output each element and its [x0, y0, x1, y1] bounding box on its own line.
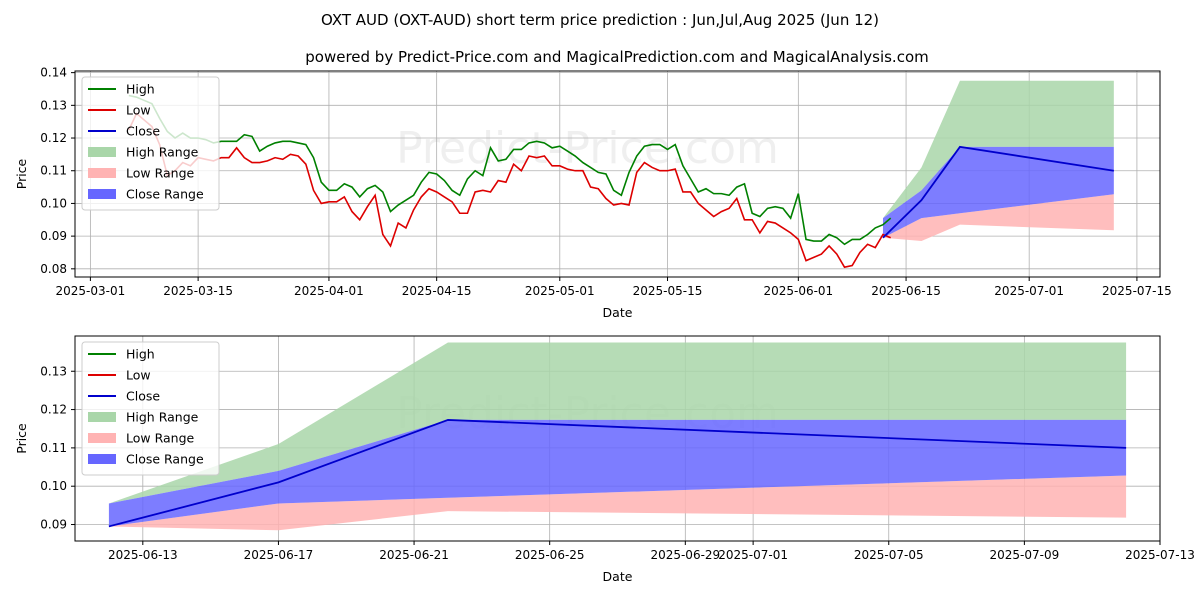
x-tick-label: 2025-06-13	[108, 548, 178, 562]
legend-swatch	[88, 147, 116, 157]
x-tick-label: 2025-06-01	[763, 284, 833, 298]
legend-label: High Range	[126, 145, 199, 160]
legend-label: Low	[126, 368, 151, 383]
x-tick-label: 2025-07-13	[1125, 548, 1195, 562]
legend-swatch	[88, 433, 116, 443]
low-price-line	[128, 112, 891, 269]
y-tick-label: 0.11	[40, 164, 67, 178]
low-range-band	[108, 475, 1127, 531]
y-tick-label: 0.14	[40, 66, 67, 80]
legend-swatch	[88, 412, 116, 422]
x-tick-label: 2025-07-09	[990, 548, 1060, 562]
legend-label: Close Range	[126, 452, 204, 467]
x-axis-label: Date	[603, 305, 633, 320]
legend-box	[81, 76, 220, 211]
plot-frame	[74, 70, 1161, 278]
x-tick-label: 2025-05-15	[633, 284, 703, 298]
legend-box	[81, 341, 220, 476]
legend-label: Close Range	[126, 187, 204, 202]
x-tick-label: 2025-07-01	[718, 548, 788, 562]
x-tick-label: 2025-03-01	[56, 284, 126, 298]
x-tick-label: 2025-06-17	[244, 548, 314, 562]
y-axis-label: Price	[14, 158, 29, 189]
panel-forecast: Predict-Price.com0.090.100.110.120.13202…	[14, 335, 1195, 584]
legend-label: Close	[126, 124, 160, 139]
x-tick-label: 2025-04-15	[402, 284, 472, 298]
high-price-line	[128, 94, 892, 246]
close-forecast-line	[108, 419, 1127, 528]
legend-label: High	[126, 82, 155, 97]
panel-history: Predict-Price.com0.080.090.100.110.120.1…	[14, 66, 1172, 320]
y-tick-label: 0.08	[40, 262, 67, 276]
plot-frame	[74, 335, 1161, 542]
x-tick-label: 2025-07-05	[854, 548, 924, 562]
y-tick-label: 0.11	[40, 441, 67, 455]
y-tick-label: 0.12	[40, 403, 67, 417]
legend-swatch	[88, 168, 116, 178]
x-tick-label: 2025-07-01	[994, 284, 1064, 298]
chart-title: OXT AUD (OXT-AUD) short term price predi…	[321, 11, 879, 29]
x-tick-label: 2025-04-01	[294, 284, 364, 298]
y-tick-label: 0.09	[40, 518, 67, 532]
legend-label: Low	[126, 103, 151, 118]
y-tick-label: 0.13	[40, 364, 67, 378]
legend-label: Low Range	[126, 431, 195, 446]
x-tick-label: 2025-06-15	[871, 284, 941, 298]
close-forecast-line	[882, 145, 1114, 239]
high-range-band	[108, 342, 1127, 504]
x-tick-label: 2025-03-15	[163, 284, 233, 298]
legend-swatch	[88, 189, 116, 199]
x-tick-label: 2025-05-01	[525, 284, 595, 298]
high-range-band	[882, 80, 1114, 219]
x-tick-label: 2025-07-15	[1102, 284, 1172, 298]
y-tick-label: 0.12	[40, 131, 67, 145]
y-axis-label: Price	[14, 423, 29, 454]
chart-subtitle: powered by Predict-Price.com and Magical…	[305, 48, 929, 66]
low-range-band	[882, 194, 1114, 242]
x-tick-label: 2025-06-21	[379, 548, 449, 562]
y-tick-label: 0.09	[40, 229, 67, 243]
y-tick-label: 0.10	[40, 196, 67, 210]
x-tick-label: 2025-06-29	[650, 548, 720, 562]
y-tick-label: 0.13	[40, 98, 67, 112]
y-tick-label: 0.10	[40, 479, 67, 493]
legend-swatch	[88, 454, 116, 464]
close-range-band	[882, 146, 1114, 238]
legend-label: High	[126, 347, 155, 362]
legend-label: High Range	[126, 410, 199, 425]
x-tick-label: 2025-06-25	[515, 548, 585, 562]
x-axis-label: Date	[603, 569, 633, 584]
legend-label: Low Range	[126, 166, 195, 181]
close-range-band	[108, 419, 1127, 527]
legend-label: Close	[126, 389, 160, 404]
